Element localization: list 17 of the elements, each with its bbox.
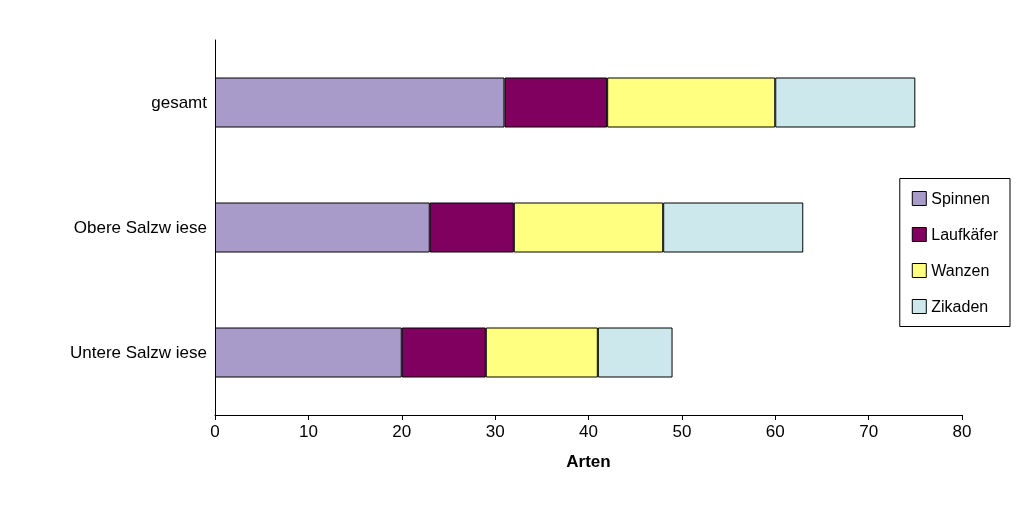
x-tick-label: 0 (210, 422, 220, 441)
y-tick-label: Obere Salzw iese (73, 218, 207, 237)
x-tick-label: 30 (485, 422, 505, 441)
x-tick-label: 70 (859, 422, 879, 441)
legend-label: Wanzen (931, 262, 990, 279)
y-tick-label: Untere Salzw iese (69, 343, 207, 362)
y-tick-label: gesamt (151, 93, 208, 112)
x-tick-label: 50 (672, 422, 692, 441)
x-tick-label: 60 (765, 422, 785, 441)
x-tick-label: 20 (392, 422, 412, 441)
x-axis-title: Arten (566, 452, 611, 471)
x-tick-label: 40 (579, 422, 598, 441)
legend-label: Spinnen (931, 190, 991, 207)
x-tick-label: 80 (952, 422, 972, 441)
legend-label: Zikaden (931, 298, 989, 315)
legend-label: Laufkäfer (931, 226, 999, 243)
x-tick-label: 10 (298, 422, 318, 441)
